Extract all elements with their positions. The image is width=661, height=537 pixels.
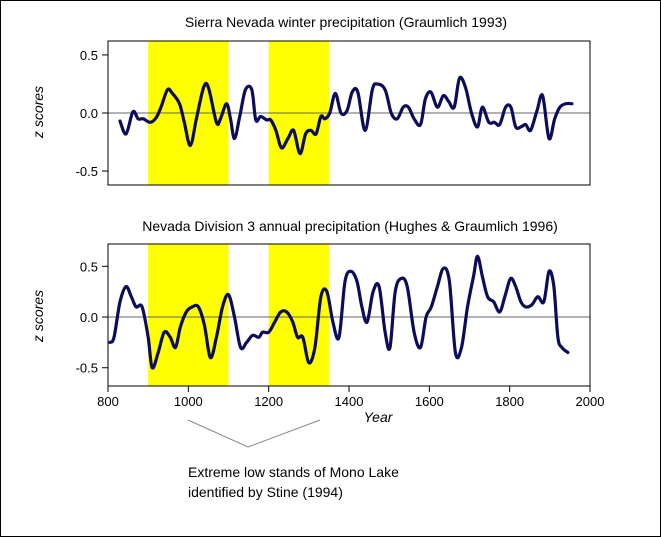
panel2-highlight-band-1 [148, 244, 229, 386]
panel2-xlabel: Year [364, 409, 394, 425]
panel2-xtick-label: 1400 [335, 394, 364, 409]
panel1-title: Sierra Nevada winter precipitation (Grau… [185, 14, 507, 30]
panel2-plot-border [107, 243, 591, 387]
panel2-ytick-label: 0.5 [80, 259, 98, 274]
annotation-line2: identified by Stine (1994) [188, 484, 343, 500]
panel1-y-axis: 0.5 0.0 -0.5 [76, 48, 108, 179]
panel2-xtick-label: 1200 [254, 394, 283, 409]
panel2-xtick-label: 2000 [576, 394, 605, 409]
panel1-ytick-label: 0.5 [80, 48, 98, 63]
panel2-y-axis: 0.5 0.0 -0.5 [76, 259, 108, 376]
panel2-x-axis: 800 1000 1200 1400 1600 1800 2000 [97, 386, 604, 409]
panel2-xtick-label: 1800 [495, 394, 524, 409]
panel1-precip-series [118, 75, 574, 156]
panel1-ytick-label: -0.5 [76, 164, 98, 179]
panel2-ytick-label: -0.5 [76, 361, 98, 376]
panel2-ytick-label: 0.0 [80, 310, 98, 325]
panel2-title: Nevada Division 3 annual precipitation (… [142, 218, 558, 234]
panel-nevada-division-3: Nevada Division 3 annual precipitation (… [30, 218, 604, 425]
panel2-precip-series [108, 254, 570, 370]
annotation-line1: Extreme low stands of Mono Lake [188, 464, 399, 480]
panel2-xtick-label: 800 [97, 394, 119, 409]
panel1-plot-border [107, 40, 591, 186]
panel2-ylabel: z scores [30, 290, 46, 343]
panel2-xtick-label: 1600 [415, 394, 444, 409]
annotation-bracket [187, 419, 321, 448]
mono-lake-annotation: Extreme low stands of Mono Lake identifi… [187, 419, 399, 500]
panel1-ytick-label: 0.0 [80, 106, 98, 121]
panel2-highlight-bands [148, 244, 329, 386]
panel2-xtick-label: 1000 [174, 394, 203, 409]
panel1-ylabel: z scores [30, 86, 46, 139]
panel-sierra-nevada: Sierra Nevada winter precipitation (Grau… [30, 14, 591, 186]
